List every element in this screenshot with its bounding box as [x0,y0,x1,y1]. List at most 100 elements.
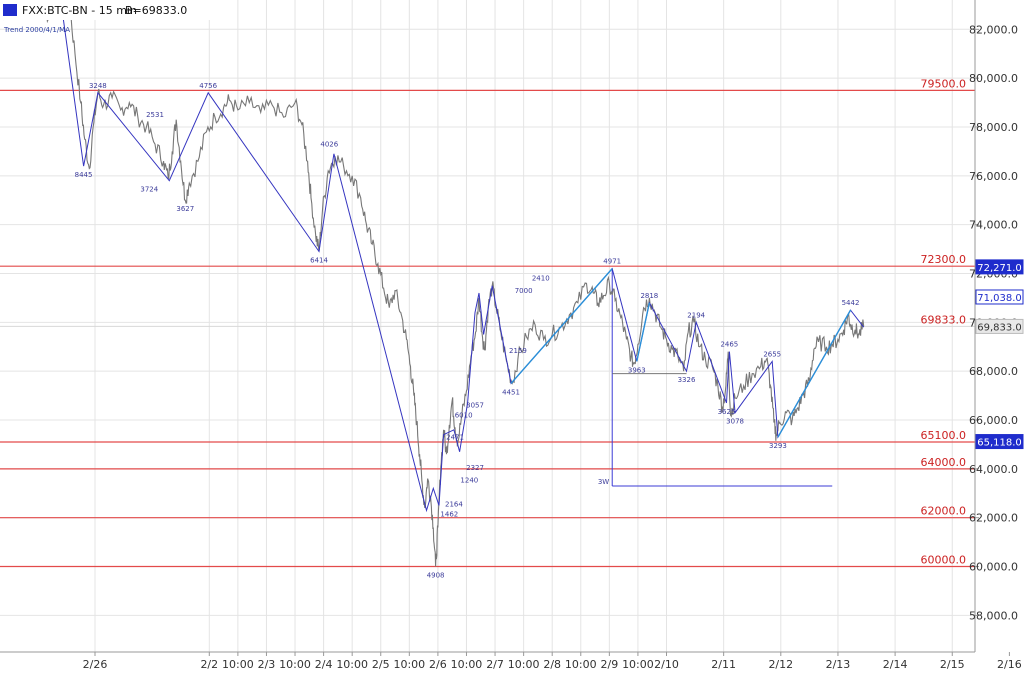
wave-label: 2471 [446,433,464,441]
y-tick-label: 62,000.0 [969,512,1018,525]
y-tick-label: 82,000.0 [969,23,1018,36]
time-annotation: 3W [598,268,833,487]
wave-label: 2159 [509,347,527,355]
y-tick-label: 74,000.0 [969,219,1018,232]
wave-label: 3057 [466,402,484,410]
level-label: 79500.0 [921,77,967,90]
wave-label: 4756 [199,82,217,90]
wave-series [60,0,865,513]
y-tick-label: 66,000.0 [969,414,1018,427]
x-tick-label: 10:00 [451,658,483,671]
annotation-label: 3W [598,478,609,486]
wave-label: 3078 [726,418,744,426]
wave-label: 2410 [532,275,550,283]
price-series [0,0,865,567]
wave-line [60,0,865,513]
wave-label: 1462 [440,510,458,518]
wave-label: 5442 [842,299,860,307]
x-tick-label: 10:00 [222,658,254,671]
price-box [975,259,1024,275]
price-box [975,434,1024,450]
x-tick-label: 2/2 [200,658,218,671]
y-tick-label: 80,000.0 [969,72,1018,85]
price-line [0,0,865,567]
x-tick-label: 2/9 [600,658,618,671]
wave-label: 3293 [769,442,787,450]
level-label: 72300.0 [921,253,967,266]
wave-label: 2327 [466,464,484,472]
y-tick-label: 68,000.0 [969,365,1018,378]
wave-label: 3627 [176,205,194,213]
y-tick-label: 58,000.0 [969,609,1018,622]
price-box [975,318,1024,334]
wave-label: 2655 [763,350,781,358]
price-levels: 79500.0 72300.0 65100.0 64000.0 62000.0 60000… [0,77,975,568]
x-tick-label: 10:00 [279,658,311,671]
x-tick-label: 2/3 [258,658,276,671]
y-tick-label: 76,000.0 [969,170,1018,183]
wave-label: 1240 [460,476,478,484]
price-box-label: 65,118.0 [977,438,1022,449]
wave-label: 8445 [75,171,93,179]
x-tick-label: 10:00 [508,658,540,671]
chart-symbol: FXX:BTC-BN - 15 min [22,4,137,17]
x-tick-label: 10:00 [565,658,597,671]
trend-line [636,302,651,362]
wave-label: 3625 [718,408,736,416]
y-tick-label: 78,000.0 [969,121,1018,134]
wave-label: 3724 [140,186,158,194]
x-tick-label: 2/13 [826,658,851,671]
x-tick-label: 2/8 [543,658,561,671]
x-tick-label: 2/16 [997,658,1022,671]
wave-labels: 3248 8445 2531 3724 3627 4756 4026 6414 7000 2410… [75,82,860,580]
wave-label: 4971 [603,258,621,266]
wave-label: 4908 [427,572,445,580]
wave-label: 6414 [310,257,328,265]
price-boxes: 72,271.0 71,038.0 69,833.0 65,118.0 [975,259,1024,450]
x-tick-label: 2/11 [711,658,736,671]
wave-label: 3248 [89,82,107,90]
x-tick-label: 2/6 [429,658,447,671]
price-box-label: 71,038.0 [977,293,1022,304]
price-box-label: 69,833.0 [977,322,1022,333]
level-label: 62000.0 [921,505,967,518]
y-tick-label: 60,000.0 [969,561,1018,574]
trend-line [510,268,613,384]
wave-label: 2164 [445,501,463,509]
wave-label: 6010 [455,411,473,419]
x-tick-label: 2/14 [883,658,908,671]
last-price-readout: B=69833.0 [125,4,187,17]
study-label: Trend 2000/4/1/MA [3,26,70,34]
wave-label: 3963 [628,366,646,374]
x-tick-label: 10:00 [393,658,425,671]
level-label: 65100.0 [921,429,967,442]
y-tick-label: 64,000.0 [969,463,1018,476]
x-tick-label: 2/10 [654,658,679,671]
price-box-label: 72,271.0 [977,263,1022,274]
wave-label: 4451 [502,388,520,396]
x-tick-label: 10:00 [622,658,654,671]
level-label: 60000.0 [921,554,967,567]
x-tick-label: 2/12 [768,658,793,671]
wave-label: 2194 [687,311,705,319]
price-box [975,289,1024,305]
wave-label: 2531 [146,111,164,119]
wave-label: 3326 [678,376,696,384]
level-label: 64000.0 [921,456,967,469]
x-tick-label: 2/4 [315,658,333,671]
chart-header: FXX:BTC-BN - 15 min B=69833.0 Trend 2000… [0,0,210,34]
symbol-swatch[interactable] [3,4,17,16]
wave-label: 2465 [720,341,738,349]
trend-line [777,309,852,438]
wave-label: 4026 [320,140,338,148]
wave-label: 7000 [515,287,533,295]
x-tick-label: 10:00 [336,658,368,671]
x-axis-panel [0,652,1024,690]
x-tick-label: 2/15 [940,658,965,671]
last-price-label: 69833.0 [921,313,967,326]
x-tick-label: 2/5 [372,658,390,671]
